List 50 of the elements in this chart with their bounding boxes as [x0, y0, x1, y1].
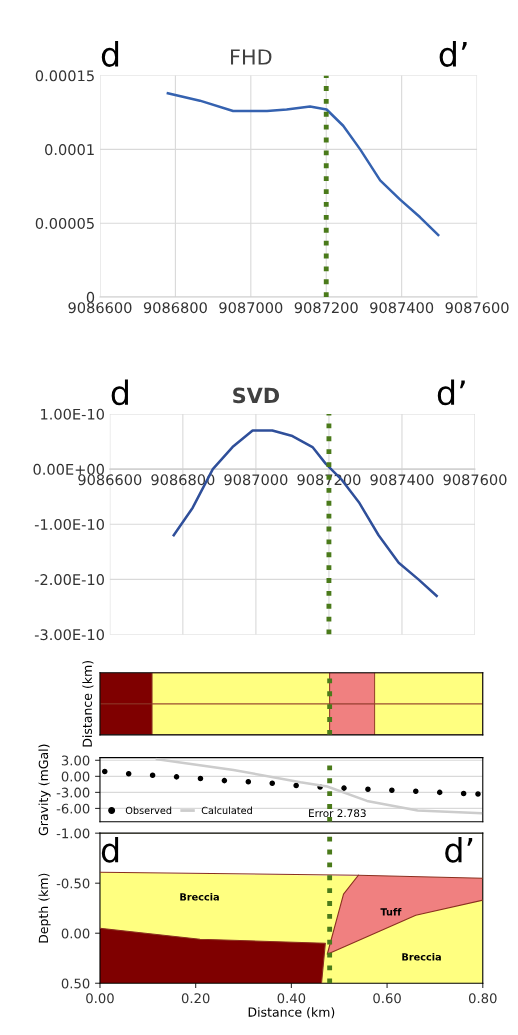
legend-label: Observed [125, 806, 172, 815]
y-tick-label: -0.50 [56, 878, 90, 889]
x-tick-label: 9087000 [224, 474, 288, 486]
y-tick-label: 3.00 [61, 755, 90, 766]
x-tick-label: 0.60 [373, 993, 401, 1004]
x-tick-label: 0.20 [181, 993, 210, 1004]
y-tick-label: -1.00E-10 [34, 518, 104, 530]
y-tick-label: -3.00 [56, 787, 90, 798]
y-tick-label: -2.00E-10 [34, 574, 104, 586]
chart-title: SVD [233, 387, 280, 404]
text: d’ [439, 41, 467, 67]
annotation: Error 2.783 [309, 809, 366, 818]
y-tick-label: 0.00 [61, 771, 90, 782]
x-tick-label: 9086800 [143, 302, 207, 314]
annotation: Breccia [180, 893, 219, 901]
y-axis-title: Distance (km) [82, 660, 94, 747]
text: d [111, 379, 128, 406]
y-tick-label: -3.00E-10 [34, 629, 104, 641]
x-axis-title: Distance (km) [248, 1007, 335, 1019]
x-tick-label: 9087600 [443, 474, 507, 486]
y-tick-label: 0.00 [61, 928, 90, 939]
x-tick-label: 9086600 [68, 302, 132, 314]
annotation: d [101, 836, 119, 863]
x-tick-label: 9087000 [219, 302, 283, 314]
y-tick-label: -6.00 [56, 803, 90, 814]
y-tick-label: -1.00 [56, 828, 90, 839]
annotation: Tuff [380, 908, 402, 916]
y-tick-label: 0.0001 [45, 144, 94, 156]
y-tick-label: 0.00E+00 [33, 463, 104, 475]
y-tick-label: 0.00005 [35, 217, 94, 229]
legend-label: Calculated [201, 806, 252, 815]
x-tick-label: 9087400 [370, 302, 434, 314]
text: d [101, 41, 119, 67]
x-tick-label: 0.80 [468, 993, 497, 1004]
y-tick-label: 0.50 [61, 978, 90, 989]
text: d’ [437, 379, 465, 406]
x-tick-label: 9087400 [370, 474, 434, 486]
y-tick-label: 0 [86, 291, 95, 303]
x-tick-label: 9086600 [78, 474, 142, 486]
annotation: Breccia [402, 953, 441, 961]
x-tick-label: 0.00 [86, 993, 114, 1004]
annotation: d’ [445, 836, 473, 863]
chart-title: FHD [231, 49, 272, 65]
y-axis-title: Depth (km) [38, 873, 51, 943]
y-tick-label: 0.00015 [35, 70, 94, 82]
y-tick-label: 1.00E-10 [41, 408, 104, 420]
y-axis-title: Gravity (mGal) [38, 744, 51, 836]
x-tick-label: 0.40 [277, 993, 306, 1004]
x-tick-label: 9087200 [294, 302, 358, 314]
x-tick-label: 9087600 [445, 302, 509, 314]
